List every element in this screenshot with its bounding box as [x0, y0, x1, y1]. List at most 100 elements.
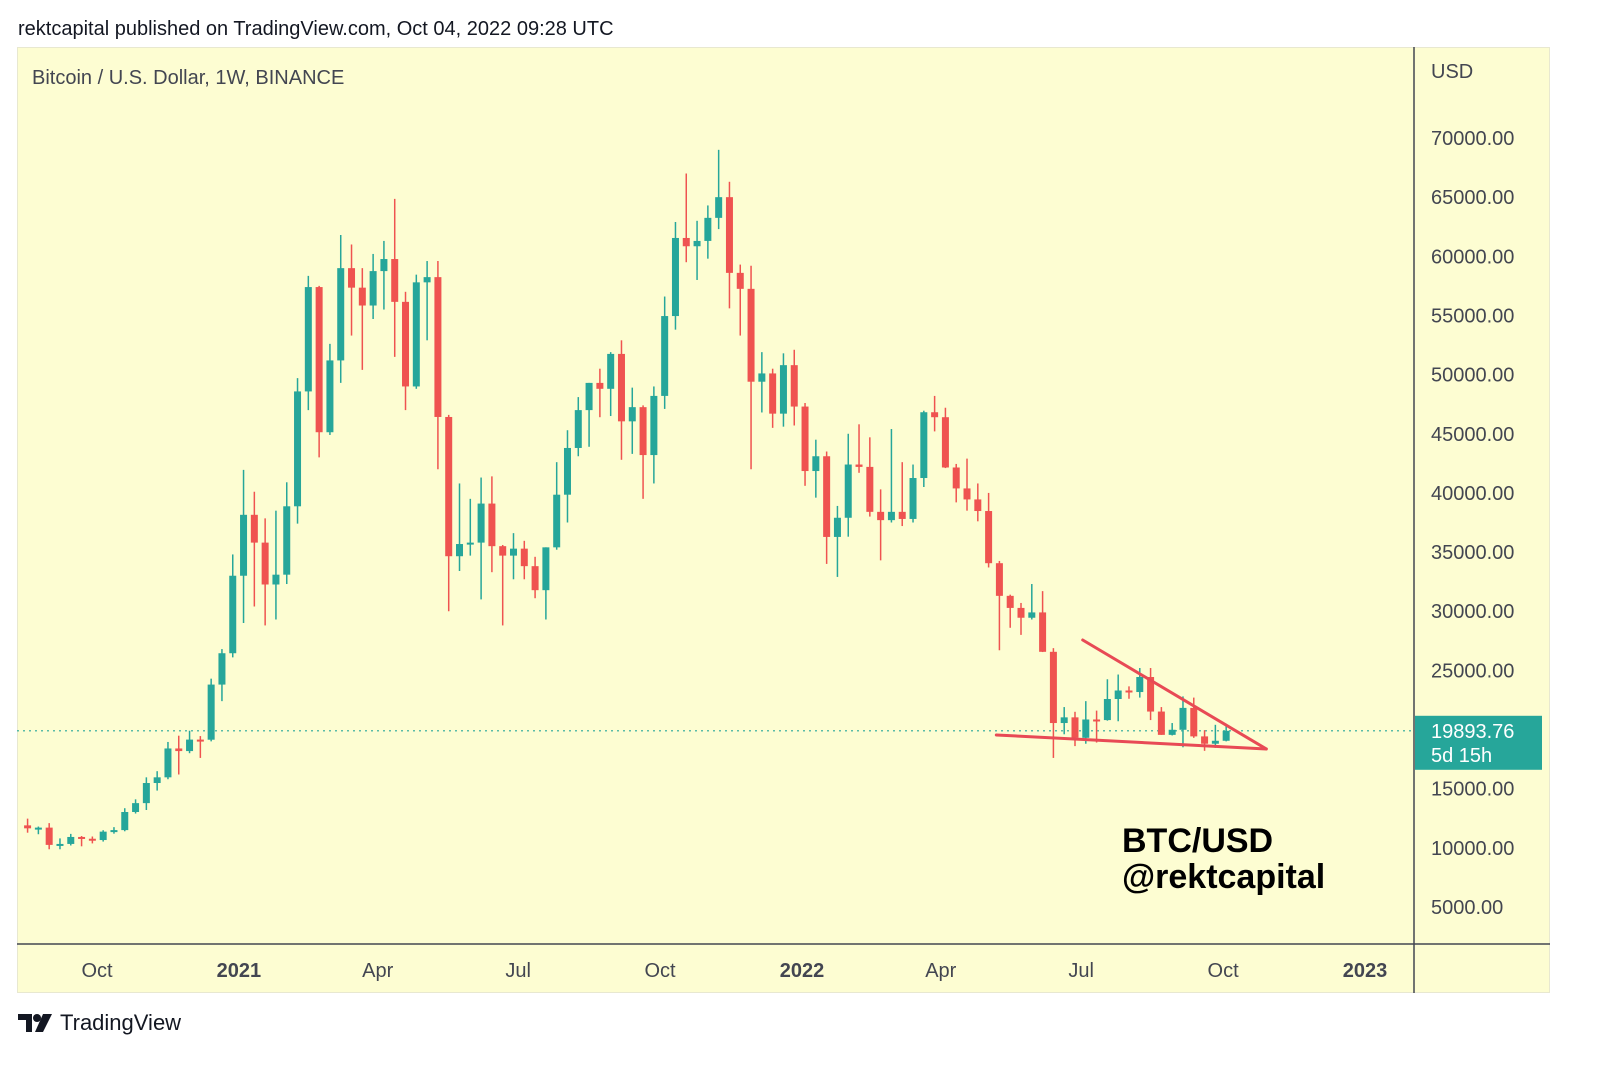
- candle-up: [477, 503, 485, 543]
- candle-up: [294, 391, 302, 507]
- candle-up: [466, 542, 474, 545]
- candle-down: [823, 456, 831, 537]
- y-tick-label: 55000.00: [1431, 305, 1514, 327]
- candle-down: [1017, 607, 1025, 618]
- tradingview-brand[interactable]: TradingView: [18, 1010, 181, 1036]
- candle-up: [1028, 612, 1036, 618]
- candle-up: [1114, 690, 1122, 700]
- currency-label: USD: [1431, 61, 1473, 83]
- published-caption: rektcapital published on TradingView.com…: [18, 18, 614, 40]
- candle-up: [423, 277, 431, 283]
- candle-up: [833, 517, 841, 537]
- candle-up: [121, 811, 129, 831]
- candle-down: [24, 825, 32, 829]
- candle-down: [736, 272, 744, 289]
- last-price-value: 19893.76: [1431, 721, 1514, 743]
- candle-down: [617, 353, 625, 422]
- candle-up: [337, 268, 345, 361]
- candle-up: [34, 827, 42, 830]
- y-tick-label: 70000.00: [1431, 128, 1514, 150]
- candle-up: [758, 373, 766, 382]
- candle-up: [1082, 719, 1090, 738]
- candle-down: [250, 514, 258, 543]
- candle-down: [488, 503, 496, 547]
- candle-down: [855, 464, 863, 467]
- candle-down: [402, 301, 410, 387]
- candle-up: [164, 748, 172, 778]
- annotation-pair: BTC/USD: [1122, 822, 1273, 860]
- candle-up: [693, 240, 701, 247]
- candle-down: [358, 287, 366, 306]
- candle-down: [801, 406, 809, 472]
- candle-up: [207, 684, 215, 740]
- x-tick-label: 2023: [1343, 960, 1388, 982]
- candle-up: [563, 447, 571, 495]
- candle-down: [1006, 595, 1014, 608]
- candle-down: [348, 268, 356, 288]
- candle-down: [1125, 690, 1133, 693]
- candle-up: [304, 287, 312, 392]
- annotation-author: @rektcapital: [1122, 858, 1325, 896]
- x-tick-label: Oct: [644, 960, 676, 982]
- candle-up: [585, 382, 593, 411]
- x-tick-label: 2021: [217, 960, 262, 982]
- candle-down: [898, 511, 906, 519]
- y-tick-label: 45000.00: [1431, 424, 1514, 446]
- chart-frame: [17, 47, 1550, 993]
- candle-down: [747, 288, 755, 382]
- candle-up: [56, 843, 64, 846]
- candle-up: [218, 653, 226, 685]
- candle-down: [974, 499, 982, 512]
- candle-up: [369, 271, 377, 306]
- y-tick-label: 25000.00: [1431, 660, 1514, 682]
- candlestick-chart[interactable]: USD 70000.00 65000.00 60000.00 55000.00 50000…: [17, 47, 1550, 993]
- candle-up: [326, 360, 334, 433]
- candle-down: [963, 488, 971, 500]
- candle-up: [142, 783, 150, 804]
- candle-down: [88, 838, 96, 841]
- candle-down: [769, 373, 777, 414]
- candle-down: [175, 748, 183, 752]
- candle-up: [99, 831, 107, 841]
- last-price-badge: [1415, 715, 1542, 770]
- x-tick-label: 2022: [780, 960, 825, 982]
- candle-up: [553, 494, 561, 548]
- candle-up: [574, 410, 582, 448]
- bar-countdown: 5d 15h: [1431, 745, 1492, 767]
- candle-down: [315, 287, 323, 433]
- trendline-lower: [994, 733, 1268, 751]
- candle-up: [132, 803, 140, 812]
- candle-down: [1049, 651, 1057, 724]
- x-tick-label: Apr: [362, 960, 393, 982]
- candle-down: [445, 416, 453, 557]
- y-tick-label: 65000.00: [1431, 187, 1514, 209]
- x-tick-label: Jul: [1068, 960, 1094, 982]
- x-tick-label: Apr: [925, 960, 956, 982]
- x-tick-label: Oct: [81, 960, 113, 982]
- candle-down: [434, 277, 442, 417]
- candle-up: [671, 237, 679, 317]
- y-tick-label: 10000.00: [1431, 838, 1514, 860]
- candle-up: [1222, 730, 1230, 741]
- candle-up: [542, 547, 550, 591]
- candle-down: [499, 546, 507, 556]
- candle-up: [229, 575, 237, 654]
- y-tick-label: 60000.00: [1431, 246, 1514, 268]
- candle-up: [412, 282, 420, 387]
- candle-up: [607, 353, 615, 389]
- candle-up: [153, 777, 161, 784]
- candle-up: [715, 197, 723, 218]
- brand-name: TradingView: [60, 1010, 182, 1035]
- candle-up: [1136, 677, 1144, 693]
- candle-down: [639, 407, 647, 456]
- candle-down: [1201, 736, 1209, 744]
- candle-down: [985, 511, 993, 564]
- candle-down: [1157, 711, 1165, 735]
- candle-up: [1179, 707, 1187, 730]
- candle-down: [682, 237, 690, 247]
- candle-up: [456, 544, 464, 557]
- candle-down: [931, 412, 939, 418]
- symbol-title: Bitcoin / U.S. Dollar, 1W, BINANCE: [32, 67, 345, 89]
- candle-up: [844, 464, 852, 518]
- x-tick-label: Jul: [505, 960, 531, 982]
